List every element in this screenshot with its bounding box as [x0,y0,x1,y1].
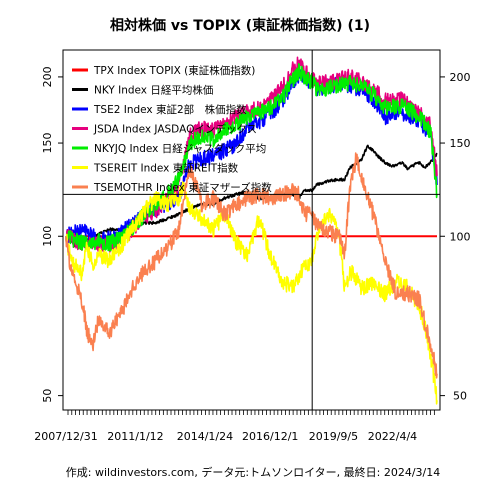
x-tick-label: 2022/4/4 [368,430,417,443]
crosshair [63,50,440,410]
y-tick-label-left: 50 [41,389,54,403]
y-tick-label-left: 100 [41,226,54,247]
axis-layer: 50 50 100 100 150 150 200 200 2007/12/31 2011/1/1… [34,66,470,443]
y-tick-label-right: 100 [450,230,471,243]
y-tick-label-left: 200 [41,66,54,87]
series-line-6 [65,181,438,405]
chart-title: 相対株価 vs TOPIX (東証株価指数) (1) [110,17,370,34]
x-tick-label: 2016/12/1 [242,430,298,443]
chart-footer: 作成: wildinvestors.com, データ元:トムソンロイター, 最終… [66,465,440,479]
legend-label: JSDA Index JASDAQインデックス [93,123,257,136]
legend-label: NKY Index 日経平均株価 [94,84,213,97]
x-tick-label: 2014/1/24 [177,430,233,443]
legend: TPX Index TOPIX (東証株価指数) NKY Index 日経平均株価… [72,64,272,194]
y-tick-label-right: 150 [450,137,471,150]
legend-label: TPX Index TOPIX (東証株価指数) [93,64,255,77]
x-tick-label: 2007/12/31 [34,430,97,443]
y-tick-label-right: 200 [450,71,471,84]
legend-label: NKYJQ Index 日経ジャスダック平均 [94,142,266,155]
series-line-7 [65,152,438,379]
y-tick-label-right: 50 [453,390,467,403]
y-tick-label-left: 150 [41,133,54,154]
legend-label: TSEMOTHR Index 東証マザーズ指数 [93,181,272,194]
legend-label: TSEREIT Index 東証REIT指数 [93,162,239,175]
x-tick-label: 2019/9/5 [309,430,358,443]
x-tick-label: 2011/1/12 [107,430,163,443]
legend-label: TSE2 Index 東証2部 株価指数 [93,103,247,116]
